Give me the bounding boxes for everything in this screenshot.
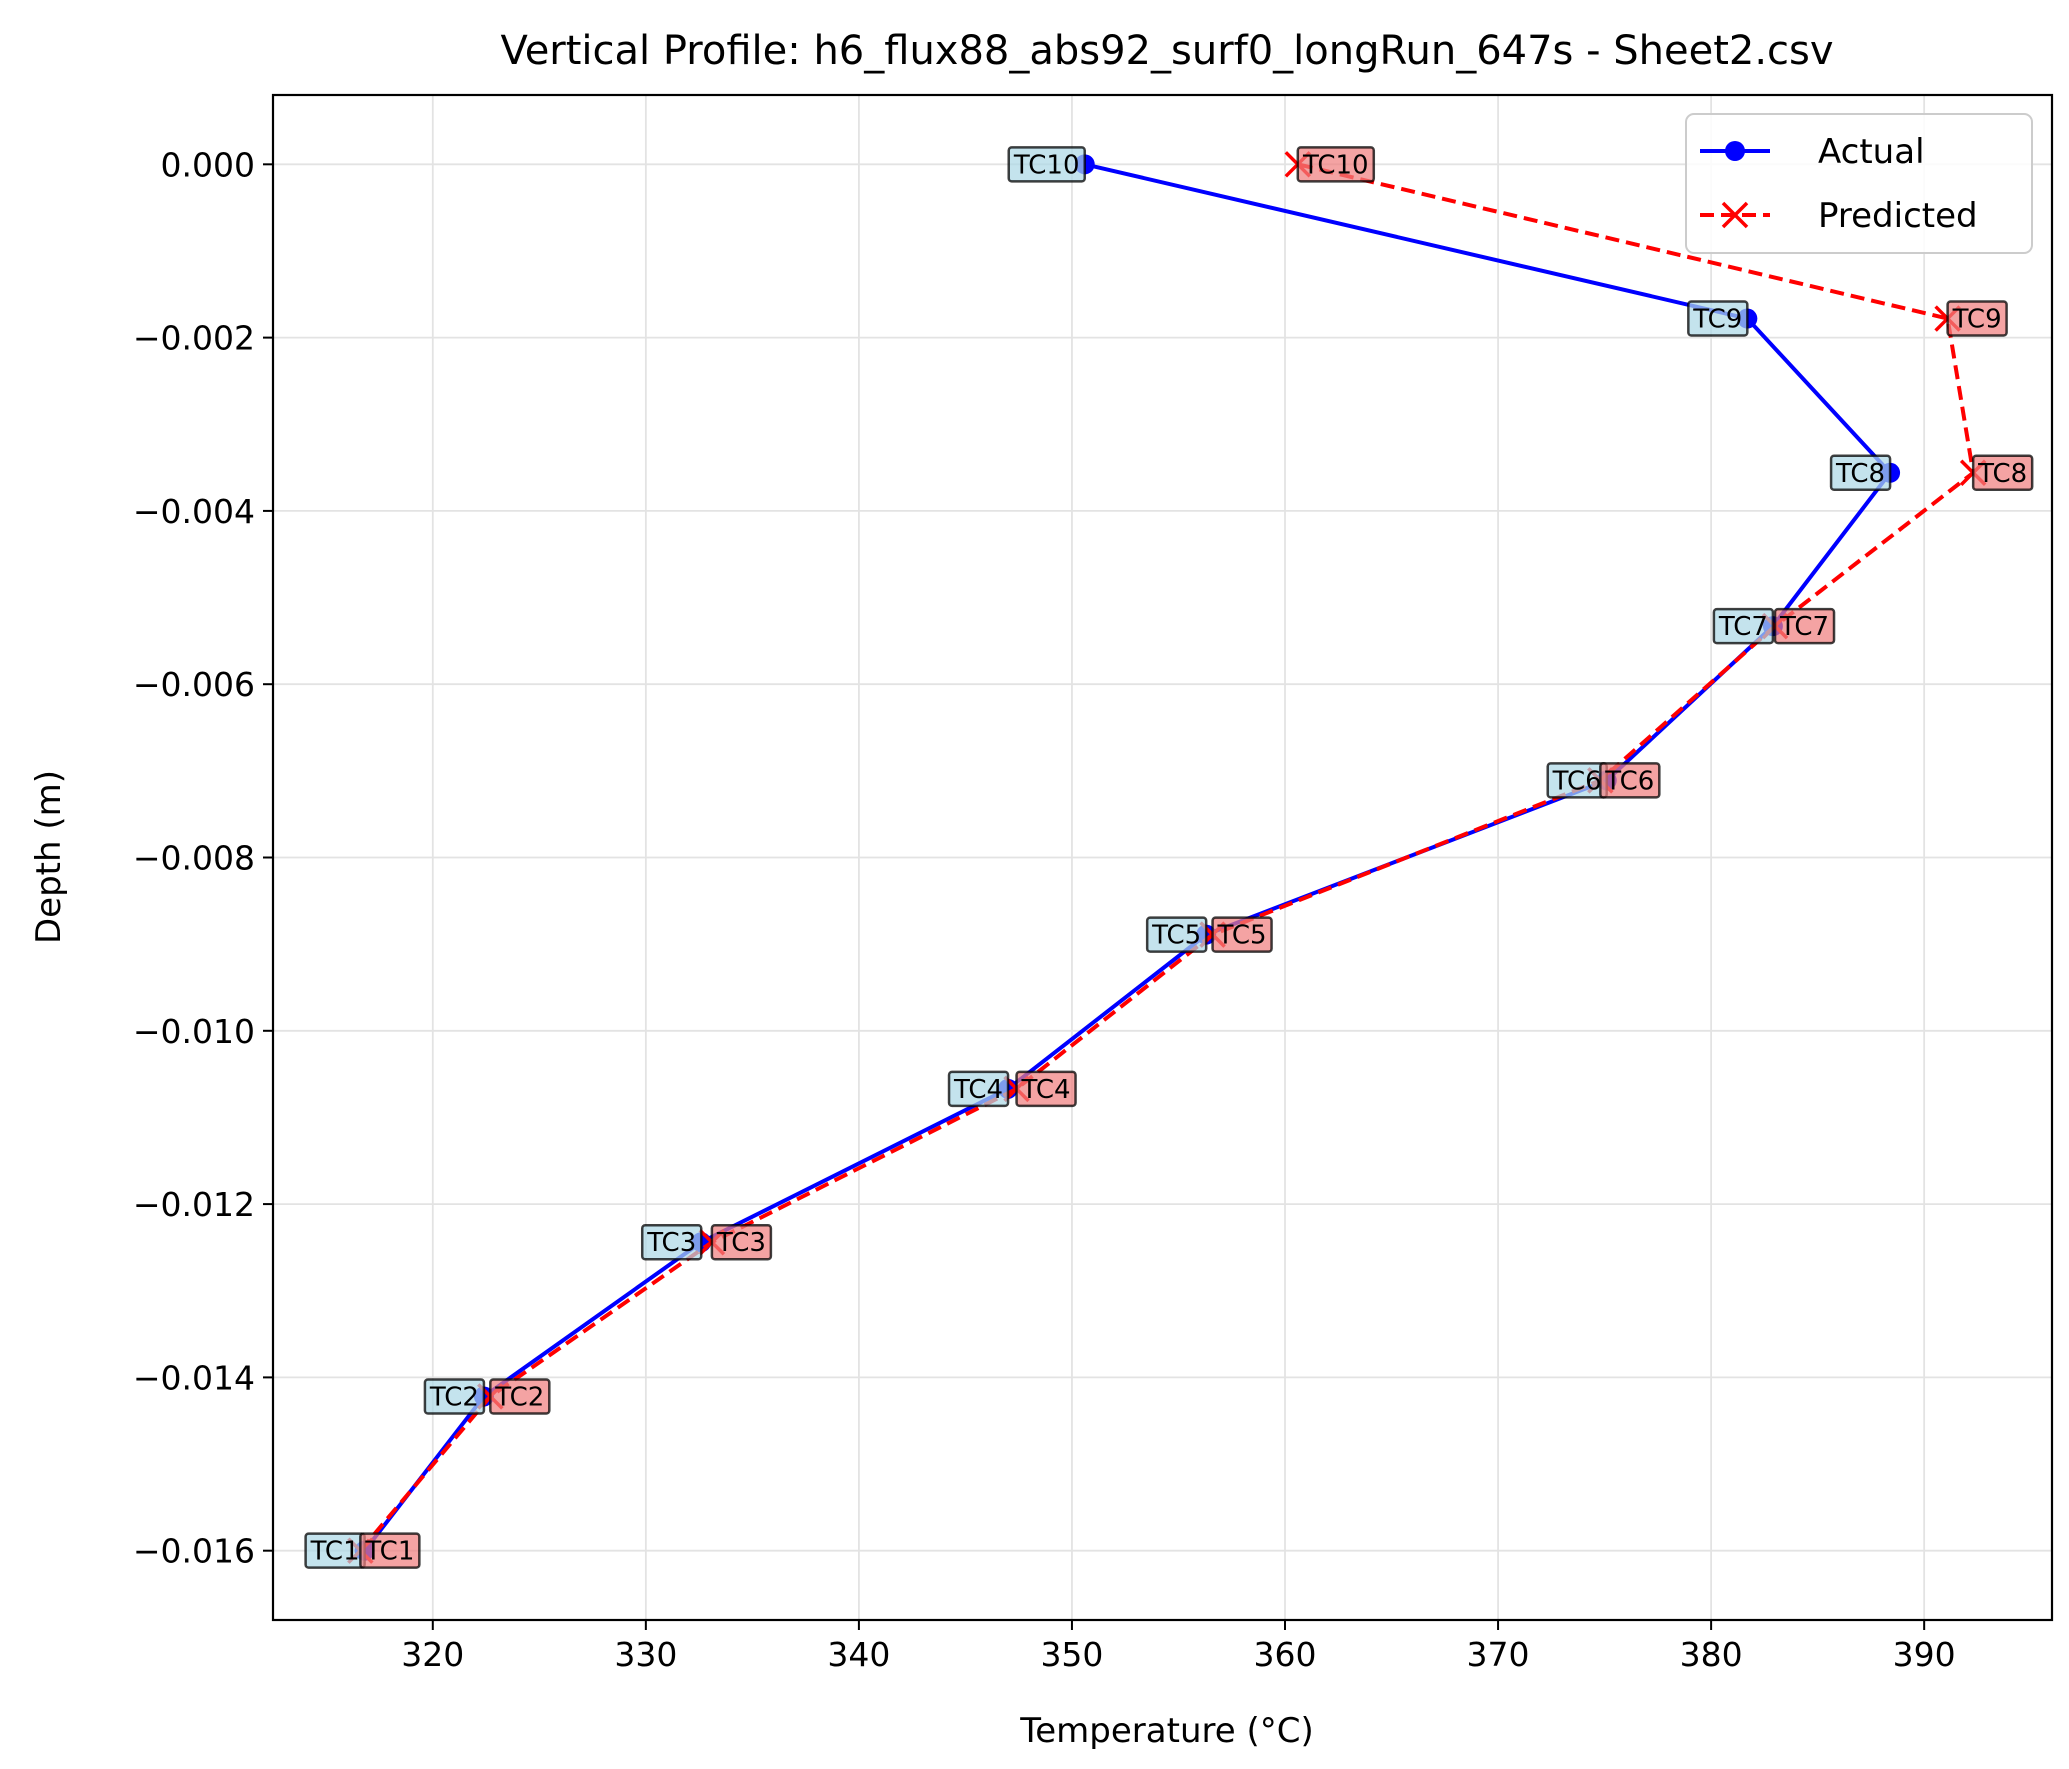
y-tick-label: 0.000 bbox=[161, 145, 255, 184]
label-box bbox=[1007, 146, 1086, 183]
x-tick-label: 340 bbox=[827, 1635, 890, 1674]
label-text: TC5 bbox=[1151, 921, 1201, 951]
predicted-point-label: TC9 bbox=[1946, 300, 2008, 337]
actual-point-label: TC6 bbox=[1546, 762, 1608, 799]
label-text: TC3 bbox=[646, 1228, 696, 1258]
label-text: TC10 bbox=[1302, 150, 1369, 180]
point-labels: TC1 TC2 TC3 TC4 TC5 TC6 TC7 TC8 TC9 TC10 TC1 TC2 TC3… bbox=[304, 146, 2034, 1569]
label-text: TC8 bbox=[1835, 459, 1885, 489]
label-box bbox=[489, 1378, 551, 1415]
y-tick-label: −0.002 bbox=[133, 319, 255, 358]
label-box bbox=[1829, 454, 1892, 492]
label-box bbox=[1773, 607, 1836, 645]
y-tick-label: −0.008 bbox=[133, 839, 255, 878]
y-tick-label: −0.006 bbox=[133, 665, 255, 704]
x-axis-label: Temperature (°C) bbox=[1019, 1711, 1313, 1751]
legend-predicted-marker bbox=[1721, 201, 1749, 229]
label-text: TC9 bbox=[1692, 305, 1742, 335]
predicted-point-label: TC7 bbox=[1773, 607, 1836, 645]
actual-point-label: TC1 bbox=[304, 1532, 366, 1569]
legend-actual-marker bbox=[1725, 141, 1745, 161]
legend-predicted-label: Predicted bbox=[1818, 196, 1978, 236]
x-tick-label: 370 bbox=[1467, 1635, 1530, 1674]
label-box bbox=[1015, 1070, 1077, 1108]
predicted-point-label: TC10 bbox=[1296, 146, 1376, 183]
label-box bbox=[1145, 916, 1208, 953]
label-box bbox=[710, 1223, 773, 1261]
chart-title: Vertical Profile: h6_flux88_abs92_surf0_… bbox=[500, 28, 1833, 74]
label-text: TC2 bbox=[494, 1382, 544, 1412]
label-box bbox=[423, 1378, 486, 1415]
predicted-point-label: TC1 bbox=[359, 1532, 421, 1569]
label-box bbox=[947, 1070, 1010, 1108]
x-tick-label: 380 bbox=[1680, 1635, 1743, 1674]
label-text: TC8 bbox=[1977, 459, 2027, 489]
label-text: TC1 bbox=[310, 1537, 360, 1567]
label-box bbox=[1687, 300, 1749, 337]
y-tick-label: −0.014 bbox=[133, 1358, 255, 1397]
x-tick-label: 320 bbox=[401, 1635, 464, 1674]
x-tick-label: 350 bbox=[1040, 1635, 1103, 1674]
predicted-point-label: TC4 bbox=[1015, 1070, 1077, 1108]
actual-point-label: TC5 bbox=[1145, 916, 1208, 953]
x-marker-stroke bbox=[1721, 201, 1749, 229]
x-tick-label: 360 bbox=[1254, 1635, 1317, 1674]
actual-point-label: TC9 bbox=[1687, 300, 1749, 337]
label-box bbox=[1211, 916, 1273, 953]
label-text: TC6 bbox=[1552, 766, 1602, 796]
legend-actual-label: Actual bbox=[1818, 132, 1925, 172]
x-tick-label: 330 bbox=[614, 1635, 677, 1674]
label-box bbox=[1296, 146, 1376, 183]
label-box bbox=[1599, 762, 1661, 799]
actual-point-label: TC10 bbox=[1007, 146, 1086, 183]
axis-ticks: 320 330 340 350 360 370 380 390 0.000 −0.002 −0.00… bbox=[133, 145, 1956, 1674]
legend-frame bbox=[1685, 113, 2033, 254]
x-tick-label: 390 bbox=[1893, 1635, 1956, 1674]
y-axis-label: Depth (m) bbox=[29, 770, 69, 944]
label-text: TC7 bbox=[1718, 612, 1768, 642]
predicted-point-label: TC3 bbox=[710, 1223, 773, 1261]
label-text: TC6 bbox=[1604, 766, 1654, 796]
label-box bbox=[640, 1223, 703, 1261]
label-text: TC2 bbox=[429, 1382, 479, 1412]
predicted-point-label: TC6 bbox=[1599, 762, 1661, 799]
grid bbox=[273, 95, 2052, 1620]
actual-point-label: TC8 bbox=[1829, 454, 1892, 492]
actual-point-label: TC4 bbox=[947, 1070, 1010, 1108]
label-box bbox=[1971, 454, 2034, 492]
label-text: TC4 bbox=[953, 1075, 1003, 1105]
label-box bbox=[1712, 607, 1775, 645]
legend: Actual Predicted bbox=[1685, 113, 2033, 254]
predicted-point-label: TC8 bbox=[1971, 454, 2034, 492]
actual-point-label: TC3 bbox=[640, 1223, 703, 1261]
y-tick-label: −0.012 bbox=[133, 1185, 255, 1224]
y-tick-label: −0.016 bbox=[133, 1532, 255, 1571]
predicted-series-line bbox=[358, 162, 1976, 1552]
predicted-point-label: TC5 bbox=[1211, 916, 1273, 953]
y-tick-label: −0.004 bbox=[133, 492, 255, 531]
label-box bbox=[1946, 300, 2008, 337]
label-text: TC4 bbox=[1021, 1075, 1071, 1105]
predicted-point-label: TC2 bbox=[489, 1378, 551, 1415]
y-tick-label: −0.010 bbox=[133, 1012, 255, 1051]
label-box bbox=[359, 1532, 421, 1569]
label-text: TC5 bbox=[1217, 921, 1267, 951]
actual-point-label: TC2 bbox=[423, 1378, 486, 1415]
label-text: TC1 bbox=[364, 1537, 414, 1567]
label-text: TC9 bbox=[1952, 305, 2002, 335]
label-text: TC3 bbox=[716, 1228, 766, 1258]
actual-point-label: TC7 bbox=[1712, 607, 1775, 645]
label-text: TC10 bbox=[1013, 150, 1080, 180]
label-text: TC7 bbox=[1779, 612, 1829, 642]
